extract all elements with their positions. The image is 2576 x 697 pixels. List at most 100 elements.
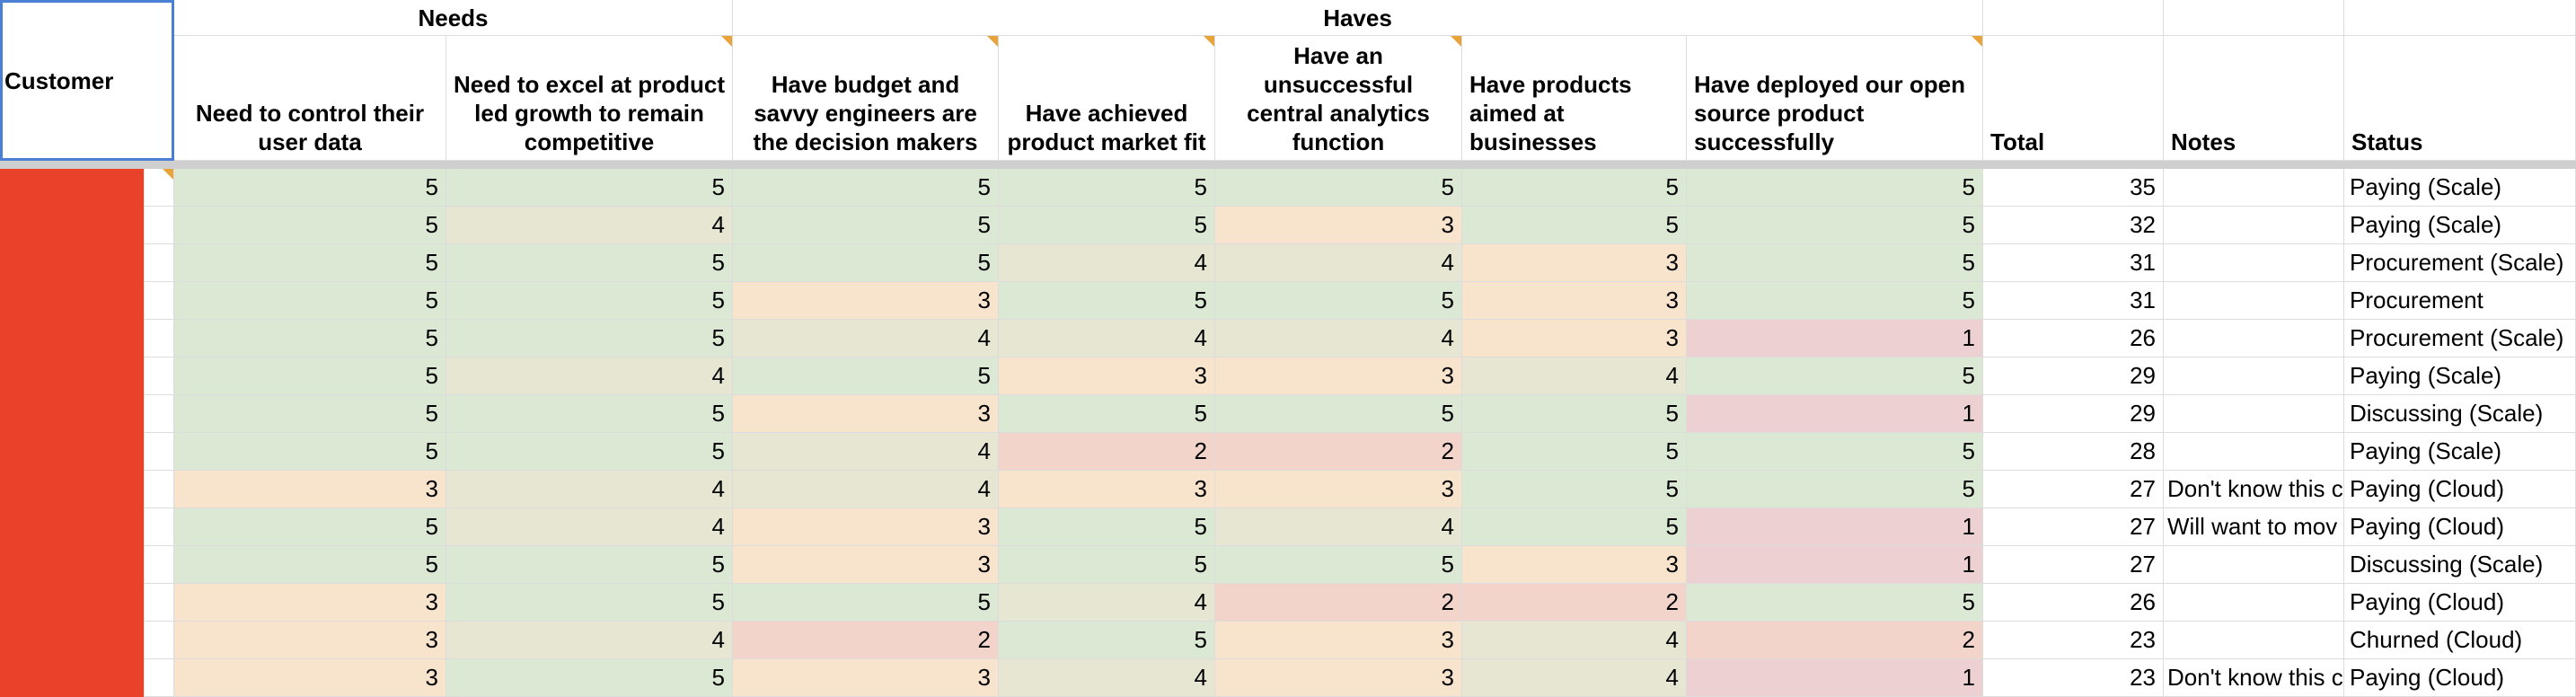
score-cell[interactable]: 5 xyxy=(174,546,446,584)
score-cell[interactable]: 3 xyxy=(174,622,446,659)
customer-cell[interactable] xyxy=(0,433,145,471)
column-header[interactable]: Status xyxy=(2344,36,2576,161)
notes-cell[interactable] xyxy=(2164,207,2344,244)
score-cell[interactable]: 3 xyxy=(174,584,446,622)
customer-spacer[interactable] xyxy=(145,357,174,395)
column-header[interactable]: Have budget and savvy engineers are the … xyxy=(733,36,999,161)
notes-cell[interactable] xyxy=(2164,169,2344,207)
notes-cell[interactable] xyxy=(2164,433,2344,471)
column-header[interactable]: Have deployed our open source product su… xyxy=(1687,36,1983,161)
score-cell[interactable]: 4 xyxy=(733,433,999,471)
column-header[interactable]: Total xyxy=(1983,36,2164,161)
score-cell[interactable]: 5 xyxy=(1462,395,1687,433)
score-cell[interactable]: 5 xyxy=(174,395,446,433)
score-cell[interactable]: 3 xyxy=(1462,546,1687,584)
score-cell[interactable]: 5 xyxy=(174,320,446,357)
score-cell[interactable]: 5 xyxy=(1687,357,1983,395)
score-cell[interactable]: 4 xyxy=(999,320,1215,357)
customer-spacer[interactable] xyxy=(145,584,174,622)
score-cell[interactable]: 3 xyxy=(999,357,1215,395)
score-cell[interactable]: 1 xyxy=(1687,395,1983,433)
customer-cell[interactable] xyxy=(0,659,145,697)
score-cell[interactable]: 5 xyxy=(446,433,733,471)
total-cell[interactable]: 27 xyxy=(1983,508,2164,546)
score-cell[interactable]: 4 xyxy=(999,659,1215,697)
total-cell[interactable]: 27 xyxy=(1983,546,2164,584)
score-cell[interactable]: 3 xyxy=(1215,659,1462,697)
notes-cell[interactable] xyxy=(2164,357,2344,395)
score-cell[interactable]: 5 xyxy=(1215,546,1462,584)
total-cell[interactable]: 29 xyxy=(1983,395,2164,433)
total-cell[interactable]: 31 xyxy=(1983,282,2164,320)
customer-spacer[interactable] xyxy=(145,471,174,508)
notes-cell[interactable] xyxy=(2164,282,2344,320)
score-cell[interactable]: 4 xyxy=(1462,622,1687,659)
column-header[interactable]: Have achieved product market fit xyxy=(999,36,1215,161)
customer-spacer[interactable] xyxy=(145,395,174,433)
customer-cell[interactable] xyxy=(0,207,145,244)
score-cell[interactable]: 5 xyxy=(733,207,999,244)
score-cell[interactable]: 4 xyxy=(999,584,1215,622)
status-cell[interactable]: Paying (Scale) xyxy=(2344,169,2576,207)
score-cell[interactable]: 5 xyxy=(446,169,733,207)
customer-spacer[interactable] xyxy=(145,282,174,320)
customer-spacer[interactable] xyxy=(145,546,174,584)
customer-cell[interactable] xyxy=(0,244,145,282)
score-cell[interactable]: 4 xyxy=(733,471,999,508)
score-cell[interactable]: 5 xyxy=(174,433,446,471)
score-cell[interactable]: 1 xyxy=(1687,659,1983,697)
score-cell[interactable]: 5 xyxy=(733,584,999,622)
score-cell[interactable]: 1 xyxy=(1687,546,1983,584)
status-cell[interactable]: Paying (Scale) xyxy=(2344,357,2576,395)
score-cell[interactable]: 3 xyxy=(733,659,999,697)
score-cell[interactable]: 5 xyxy=(733,357,999,395)
status-cell[interactable]: Paying (Scale) xyxy=(2344,207,2576,244)
customer-cell[interactable] xyxy=(0,357,145,395)
score-cell[interactable]: 5 xyxy=(174,282,446,320)
column-header[interactable]: Need to control their user data xyxy=(174,36,446,161)
notes-cell[interactable] xyxy=(2164,320,2344,357)
score-cell[interactable]: 5 xyxy=(999,622,1215,659)
notes-cell[interactable]: Will want to mov xyxy=(2164,508,2344,546)
total-cell[interactable]: 27 xyxy=(1983,471,2164,508)
customer-cell[interactable] xyxy=(0,471,145,508)
customer-spacer[interactable] xyxy=(145,244,174,282)
score-cell[interactable]: 5 xyxy=(446,320,733,357)
score-cell[interactable]: 5 xyxy=(999,546,1215,584)
customer-cell[interactable] xyxy=(0,169,145,207)
score-cell[interactable]: 4 xyxy=(446,471,733,508)
score-cell[interactable]: 5 xyxy=(1687,207,1983,244)
score-cell[interactable]: 3 xyxy=(733,508,999,546)
status-cell[interactable]: Procurement (Scale) xyxy=(2344,320,2576,357)
total-cell[interactable]: 23 xyxy=(1983,622,2164,659)
score-cell[interactable]: 5 xyxy=(1687,433,1983,471)
score-cell[interactable]: 4 xyxy=(1462,659,1687,697)
score-cell[interactable]: 5 xyxy=(446,282,733,320)
score-cell[interactable]: 1 xyxy=(1687,508,1983,546)
column-header[interactable]: Have products aimed at businesses xyxy=(1462,36,1687,161)
total-cell[interactable]: 23 xyxy=(1983,659,2164,697)
status-cell[interactable]: Churned (Cloud) xyxy=(2344,622,2576,659)
customer-cell[interactable] xyxy=(0,508,145,546)
score-cell[interactable]: 5 xyxy=(446,244,733,282)
score-cell[interactable]: 3 xyxy=(1462,282,1687,320)
score-cell[interactable]: 2 xyxy=(1215,584,1462,622)
notes-cell[interactable] xyxy=(2164,244,2344,282)
score-cell[interactable]: 5 xyxy=(733,169,999,207)
score-cell[interactable]: 5 xyxy=(1215,282,1462,320)
score-cell[interactable]: 5 xyxy=(733,244,999,282)
score-cell[interactable]: 3 xyxy=(733,546,999,584)
status-cell[interactable]: Paying (Scale) xyxy=(2344,433,2576,471)
score-cell[interactable]: 3 xyxy=(174,659,446,697)
score-cell[interactable]: 5 xyxy=(999,282,1215,320)
customer-cell[interactable] xyxy=(0,622,145,659)
status-cell[interactable]: Paying (Cloud) xyxy=(2344,584,2576,622)
score-cell[interactable]: 5 xyxy=(1462,169,1687,207)
score-cell[interactable]: 5 xyxy=(999,169,1215,207)
score-cell[interactable]: 4 xyxy=(1462,357,1687,395)
column-header[interactable]: Have an unsuccessful central analytics f… xyxy=(1215,36,1462,161)
total-cell[interactable]: 32 xyxy=(1983,207,2164,244)
score-cell[interactable]: 4 xyxy=(1215,320,1462,357)
notes-cell[interactable]: Don't know this c xyxy=(2164,659,2344,697)
score-cell[interactable]: 5 xyxy=(999,395,1215,433)
